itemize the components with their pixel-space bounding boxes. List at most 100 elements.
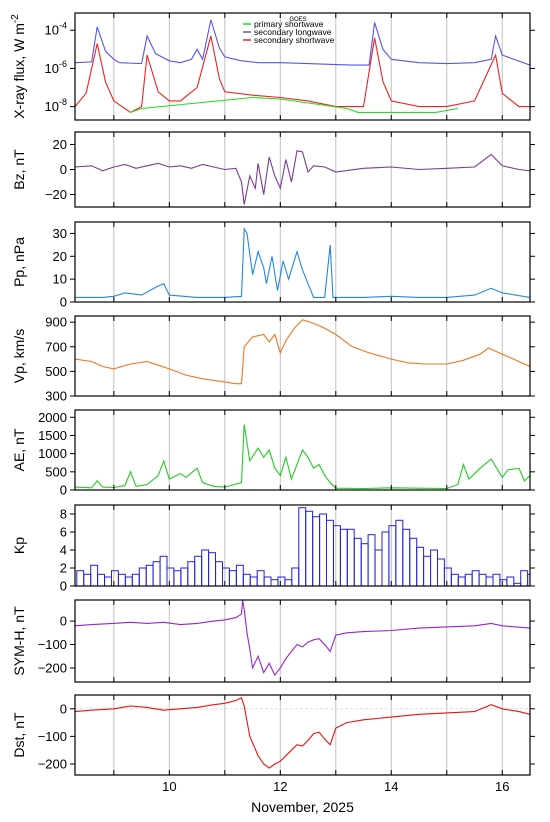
y-tick-label: 500 (45, 464, 67, 479)
y-tick-label: 0 (60, 614, 67, 629)
y-tick-label: 8 (60, 507, 67, 522)
kp-bar (464, 573, 473, 586)
kp-bar (381, 531, 390, 586)
kp-bar (222, 567, 230, 586)
panel-frame (74, 315, 531, 397)
panel-frame (74, 409, 531, 491)
x-tick-label: 16 (495, 779, 509, 794)
kp-bar (235, 564, 244, 586)
kp-bar (423, 555, 432, 586)
y-tick-label: 10-4 (45, 21, 67, 38)
kp-bar (298, 507, 307, 586)
kp-bar (104, 576, 112, 586)
y-tick-label: 10-6 (45, 59, 67, 76)
x-tick-label: 12 (273, 779, 287, 794)
kp-bar (402, 528, 411, 586)
kp-bar (542, 568, 549, 586)
panel-symh: −200 −100 0 SYM-H, nT (11, 599, 535, 683)
y-tick-label: 4 (60, 543, 67, 558)
y-axis-label-symh: SYM-H, nT (11, 606, 27, 676)
y-tick-label: 0 (60, 483, 67, 498)
x-tick-label: 14 (384, 779, 398, 794)
panel-kp: 0 2 4 6 8 Kp (11, 504, 549, 594)
kp-bar (173, 570, 182, 586)
series-line-symh-0 (75, 600, 530, 677)
y-axis-label-ae: AE, nT (11, 428, 27, 471)
kp-bar (535, 571, 542, 586)
kp-bar (284, 579, 293, 586)
kp-bar (166, 567, 175, 586)
series-line-xray-1 (75, 35, 530, 114)
y-axis-label-pp: Pp, nPa (11, 237, 27, 287)
legend-entry: secondary longwave (254, 27, 332, 37)
y-tick-label: −200 (38, 756, 67, 771)
panel-frame (74, 131, 531, 208)
legend-entry: secondary shortwave (254, 35, 335, 45)
plot-area-dst (75, 697, 530, 769)
y-tick-label: 20 (53, 137, 67, 152)
kp-bar (319, 513, 328, 586)
y-tick-label: −20 (45, 187, 67, 202)
kp-bar (291, 567, 300, 586)
kp-bar (83, 573, 92, 586)
kp-bar (277, 576, 286, 586)
kp-bar (339, 528, 348, 586)
kp-bar (388, 525, 397, 586)
y-tick-label: 0 (60, 162, 67, 177)
y-axis-label-xray: X-ray flux, W m-2 (10, 14, 27, 119)
kp-bar (416, 546, 425, 586)
y-tick-label: 20 (53, 249, 67, 264)
kp-bar (409, 537, 418, 586)
kp-bar (228, 570, 237, 586)
kp-bar (256, 570, 265, 586)
y-tick-label: 30 (53, 226, 67, 241)
plot-area-pp (75, 227, 530, 298)
y-tick-label: 500 (45, 364, 67, 379)
kp-bar (485, 576, 494, 586)
panel-dst: −200 −100 0 Dst, nT 10 12 14 16 (11, 694, 535, 794)
kp-bar (249, 576, 258, 586)
plot-area-kp (76, 507, 549, 586)
plot-area-bz (75, 150, 530, 205)
panel-xray: 10-8 10-6 10-4 X-ray flux, W m-2 GOESprimary… (10, 12, 535, 121)
plot-area-symh (75, 600, 530, 677)
kp-bar (152, 561, 161, 586)
kp-bar (124, 576, 133, 586)
panel-frame (74, 504, 531, 587)
kp-bar (312, 516, 321, 586)
kp-bar (159, 555, 168, 586)
kp-bar (208, 552, 217, 586)
y-axis-label-dst: Dst, nT (11, 712, 27, 758)
kp-bar (492, 573, 501, 586)
kp-bar (367, 534, 376, 586)
y-axis-label-bz: Bz, nT (11, 149, 27, 190)
panel-bz: −20 0 20 Bz, nT (11, 131, 535, 208)
kp-bar (138, 567, 147, 586)
series-line-xray-2 (130, 96, 458, 113)
kp-bar (305, 510, 314, 586)
kp-bar (395, 519, 404, 586)
kp-bar (478, 573, 487, 586)
kp-bar (437, 558, 445, 586)
kp-bar (346, 528, 355, 586)
kp-bar (333, 525, 341, 586)
series-line-xray-0 (75, 19, 530, 66)
y-tick-label: 10 (53, 272, 67, 287)
y-tick-label: 1000 (38, 446, 67, 461)
panel-pp: 0 10 20 30 Pp, nPa (11, 221, 535, 310)
x-axis-label: November, 2025 (251, 799, 354, 815)
kp-bar (180, 567, 189, 586)
series-line-vp-0 (75, 319, 530, 385)
y-tick-label: 700 (45, 339, 67, 354)
y-tick-label: 10-8 (45, 97, 67, 114)
kp-bar (242, 573, 251, 586)
plot-area-vp (75, 319, 530, 385)
kp-bar (374, 549, 383, 586)
kp-bar (527, 573, 530, 586)
y-axis-label-vp: Vp, km/s (11, 329, 27, 383)
kp-bar (430, 549, 439, 586)
kp-bar (111, 570, 119, 586)
legend-title: GOES (289, 17, 306, 23)
kp-bar (499, 579, 508, 586)
